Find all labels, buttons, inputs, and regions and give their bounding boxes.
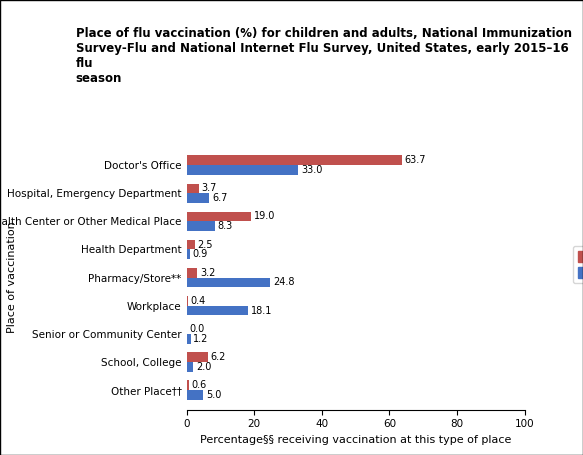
Text: 18.1: 18.1: [251, 306, 272, 315]
Bar: [187, 380, 188, 390]
Bar: [187, 306, 248, 315]
Bar: [187, 183, 199, 193]
Bar: [187, 240, 195, 249]
Bar: [187, 193, 209, 203]
Bar: [187, 212, 251, 222]
Text: 0.6: 0.6: [191, 380, 206, 390]
Text: 2.5: 2.5: [198, 240, 213, 249]
Bar: [187, 249, 189, 259]
Legend: Children, Adults: Children, Adults: [573, 246, 583, 283]
Text: 6.7: 6.7: [212, 193, 227, 203]
Bar: [187, 296, 188, 306]
Bar: [187, 222, 215, 231]
Text: 0.9: 0.9: [192, 249, 208, 259]
Text: 0.0: 0.0: [189, 324, 205, 334]
Text: 8.3: 8.3: [217, 221, 233, 231]
Text: 24.8: 24.8: [273, 278, 294, 288]
X-axis label: Percentage§§ receiving vaccination at this type of place: Percentage§§ receiving vaccination at th…: [200, 435, 511, 445]
Text: 3.7: 3.7: [202, 183, 217, 193]
Text: 33.0: 33.0: [301, 165, 322, 175]
Bar: [187, 334, 191, 344]
Text: 63.7: 63.7: [405, 155, 426, 165]
Bar: [187, 165, 298, 175]
Bar: [187, 278, 271, 288]
Bar: [187, 362, 194, 372]
Text: 0.4: 0.4: [191, 296, 206, 306]
Bar: [187, 390, 203, 399]
Text: 1.2: 1.2: [194, 334, 209, 344]
Bar: [187, 268, 198, 278]
Text: 6.2: 6.2: [210, 352, 226, 362]
Text: 3.2: 3.2: [200, 268, 216, 278]
Text: 5.0: 5.0: [206, 390, 222, 400]
Text: Place of flu vaccination (%) for children and adults, National Immunization
Surv: Place of flu vaccination (%) for childre…: [76, 27, 572, 85]
Text: 19.0: 19.0: [254, 212, 275, 222]
Text: 2.0: 2.0: [196, 362, 212, 372]
Bar: [187, 156, 402, 165]
Text: Place of vaccination: Place of vaccination: [6, 222, 17, 334]
Bar: [187, 352, 208, 362]
